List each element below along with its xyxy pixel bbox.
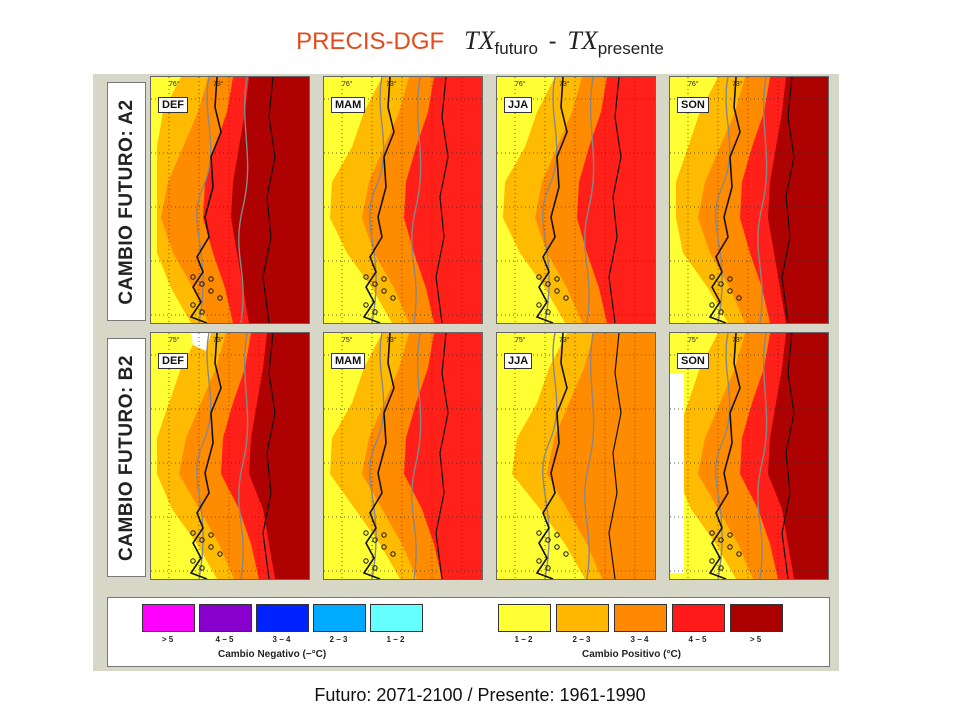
legend-label-positive: 1 − 2 bbox=[514, 635, 533, 644]
lon-tick-label: 75° bbox=[515, 336, 526, 344]
legend-label-positive: 4 − 5 bbox=[688, 635, 707, 644]
season-label: MAM bbox=[331, 353, 366, 369]
lon-tick-label: 76° bbox=[169, 80, 180, 88]
legend-swatch-positive bbox=[672, 604, 725, 632]
legend-swatch-negative bbox=[313, 604, 366, 632]
row-label-b2-text: CAMBIO FUTURO: B2 bbox=[115, 354, 137, 561]
map-drawing: 76° 73° bbox=[324, 77, 482, 323]
map-panel-b2-son: 75° 73° SON bbox=[669, 332, 829, 580]
lon-tick-label: 73° bbox=[213, 336, 224, 344]
legend-label-positive: 3 − 4 bbox=[630, 635, 649, 644]
lon-tick-label: 73° bbox=[732, 336, 743, 344]
title-sub-present: presente bbox=[597, 39, 664, 58]
legend-label-positive: > 5 bbox=[749, 635, 762, 644]
map-drawing: 76° 73° bbox=[670, 77, 828, 323]
season-label: JJA bbox=[504, 353, 533, 369]
lon-tick-label: 73° bbox=[213, 80, 224, 88]
lon-tick-label: 76° bbox=[342, 80, 353, 88]
map-drawing: 75° 73° bbox=[324, 333, 482, 579]
season-label: DEF bbox=[158, 353, 188, 369]
color-legend: > 5 4 − 5 3 − 4 2 − 3 1 − 2 1 − 2 2 − 3 3 − 4 4 … bbox=[107, 597, 830, 667]
lon-tick-label: 73° bbox=[559, 80, 570, 88]
legend-swatch-positive bbox=[556, 604, 609, 632]
lon-tick-label: 76° bbox=[688, 80, 699, 88]
legend-label-negative: 2 − 3 bbox=[329, 635, 348, 644]
legend-negative-caption: Cambio Negativo (−°C) bbox=[218, 649, 327, 660]
row-label-b2: CAMBIO FUTURO: B2 bbox=[107, 338, 146, 577]
season-label: MAM bbox=[331, 97, 366, 113]
legend-swatch-positive bbox=[498, 604, 551, 632]
lon-tick-label: 73° bbox=[732, 80, 743, 88]
map-drawing: 75° 73° bbox=[670, 333, 828, 579]
lon-tick-label: 75° bbox=[342, 336, 353, 344]
lon-tick-label: 76° bbox=[515, 80, 526, 88]
title-var-future: TX bbox=[464, 26, 495, 55]
season-label: DEF bbox=[158, 97, 188, 113]
lon-tick-label: 73° bbox=[386, 80, 397, 88]
legend-swatch-negative bbox=[370, 604, 423, 632]
legend-swatch-negative bbox=[142, 604, 195, 632]
season-label: JJA bbox=[504, 97, 533, 113]
map-panel-b2-mam: 75° 73° MAM bbox=[323, 332, 483, 580]
map-drawing: 76° 73° bbox=[497, 77, 655, 323]
legend-label-positive: 2 − 3 bbox=[572, 635, 591, 644]
title-var-present: TX bbox=[567, 26, 598, 55]
lon-tick-label: 75° bbox=[688, 336, 699, 344]
season-label: SON bbox=[677, 97, 709, 113]
period-caption: Futuro: 2071-2100 / Presente: 1961-1990 bbox=[314, 685, 646, 705]
legend-swatch-positive bbox=[730, 604, 783, 632]
legend-swatch-positive bbox=[614, 604, 667, 632]
figure-title: PRECIS-DGF TXfuturo - TXpresente bbox=[0, 26, 960, 59]
lon-tick-label: 73° bbox=[559, 336, 570, 344]
legend-swatch-negative bbox=[199, 604, 252, 632]
lon-tick-label: 75° bbox=[169, 336, 180, 344]
row-label-a2-text: CAMBIO FUTURO: A2 bbox=[115, 98, 137, 305]
title-model-name: PRECIS-DGF bbox=[296, 28, 445, 55]
legend-label-negative: 1 − 2 bbox=[386, 635, 405, 644]
title-sub-future: futuro bbox=[494, 39, 538, 58]
map-panel-b2-def: 75° 73° DEF bbox=[150, 332, 310, 580]
row-label-a2: CAMBIO FUTURO: A2 bbox=[107, 82, 146, 321]
map-panel-a2-def: 76° 73° DEF bbox=[150, 76, 310, 324]
map-panel-a2-mam: 76° 73° MAM bbox=[323, 76, 483, 324]
title-minus: - bbox=[548, 28, 557, 55]
map-panel-a2-jja: 76° 73° JJA bbox=[496, 76, 656, 324]
legend-label-negative: 3 − 4 bbox=[272, 635, 291, 644]
season-label: SON bbox=[677, 353, 709, 369]
legend-positive-caption: Cambio Positivo (°C) bbox=[582, 649, 682, 660]
map-panel-b2-jja: 75° 73° JJA bbox=[496, 332, 656, 580]
map-drawing: 75° 73° bbox=[497, 333, 655, 579]
legend-label-negative: 4 − 5 bbox=[215, 635, 234, 644]
legend-swatch-negative bbox=[256, 604, 309, 632]
map-drawing: 75° 73° bbox=[151, 333, 309, 579]
lon-tick-label: 73° bbox=[386, 336, 397, 344]
map-drawing: 76° 73° bbox=[151, 77, 309, 323]
map-panel-a2-son: 76° 73° SON bbox=[669, 76, 829, 324]
legend-label-negative: > 5 bbox=[161, 635, 174, 644]
